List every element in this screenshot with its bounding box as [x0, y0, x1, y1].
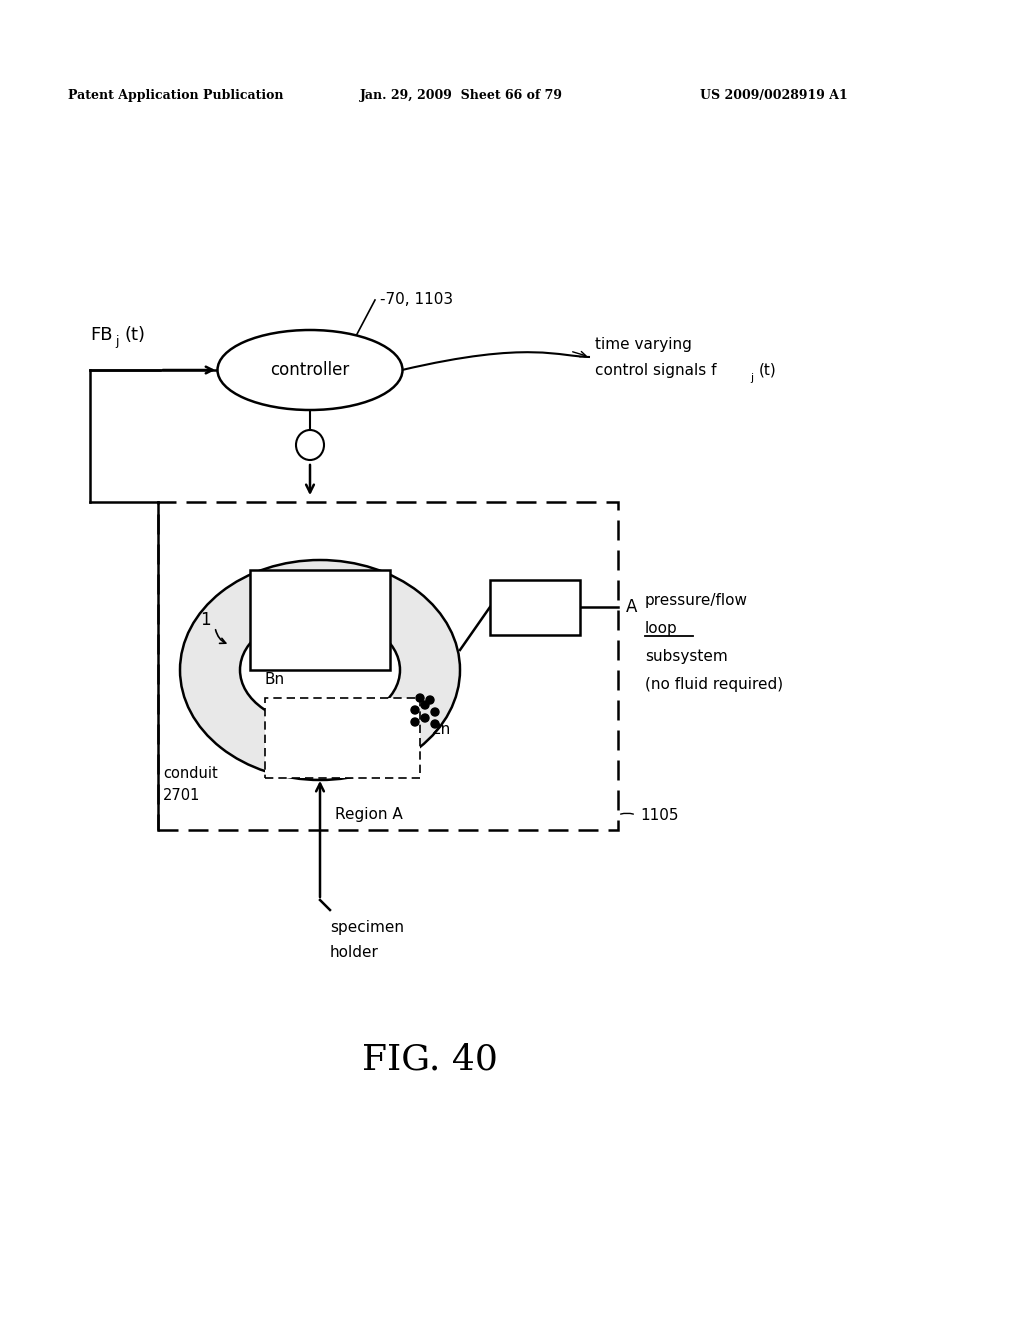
Text: -70, 1103: -70, 1103	[380, 293, 454, 308]
Circle shape	[411, 706, 419, 714]
Circle shape	[421, 714, 429, 722]
Text: Jan. 29, 2009  Sheet 66 of 79: Jan. 29, 2009 Sheet 66 of 79	[360, 88, 563, 102]
Ellipse shape	[296, 430, 324, 459]
Bar	[158, 502, 618, 830]
Text: holder: holder	[330, 945, 379, 960]
Text: A: A	[626, 598, 637, 616]
Bar	[250, 570, 390, 671]
Text: FIG. 40: FIG. 40	[362, 1043, 498, 1077]
Text: (t): (t)	[125, 326, 146, 345]
Text: j: j	[750, 374, 753, 383]
Text: specimen: specimen	[330, 920, 404, 935]
Text: (no fluid required): (no fluid required)	[645, 676, 783, 692]
Bar	[490, 579, 580, 635]
Text: Region A: Region A	[335, 808, 402, 822]
Bar	[265, 698, 420, 777]
Text: j: j	[115, 335, 119, 348]
Circle shape	[431, 708, 439, 715]
Circle shape	[416, 694, 424, 702]
Text: 2n: 2n	[432, 722, 452, 738]
Circle shape	[431, 719, 439, 729]
Text: controller: controller	[270, 360, 349, 379]
Text: loop: loop	[645, 620, 678, 635]
Text: control signals f: control signals f	[595, 363, 717, 378]
Text: pressure/flow: pressure/flow	[645, 593, 748, 607]
Text: time varying: time varying	[595, 338, 692, 352]
Circle shape	[411, 718, 419, 726]
Text: 2701: 2701	[163, 788, 201, 804]
Text: 1105: 1105	[640, 808, 679, 822]
Circle shape	[426, 696, 434, 704]
Text: US 2009/0028919 A1: US 2009/0028919 A1	[700, 88, 848, 102]
Text: 1: 1	[200, 611, 211, 630]
Ellipse shape	[180, 560, 460, 780]
Text: subsystem: subsystem	[645, 648, 728, 664]
Text: Patent Application Publication: Patent Application Publication	[68, 88, 284, 102]
Ellipse shape	[240, 615, 400, 725]
Text: conduit: conduit	[163, 767, 218, 781]
Ellipse shape	[217, 330, 402, 411]
Text: Bn: Bn	[265, 672, 285, 688]
Text: (t): (t)	[759, 363, 777, 378]
Text: FB: FB	[90, 326, 113, 345]
Circle shape	[421, 701, 429, 709]
